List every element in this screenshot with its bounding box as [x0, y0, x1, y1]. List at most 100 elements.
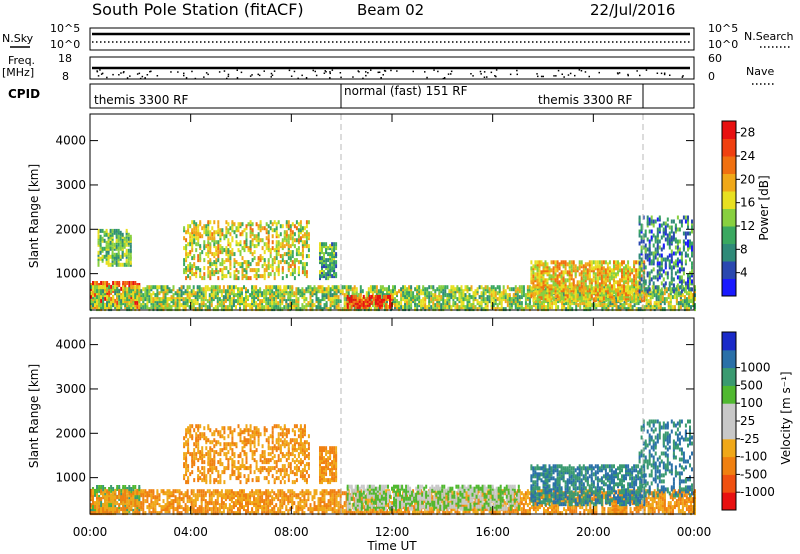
nave-dot [251, 74, 253, 76]
power-cell [621, 290, 623, 295]
power-cell [684, 259, 687, 264]
power-cell [245, 276, 248, 281]
power-cell [271, 228, 274, 233]
power-cell [641, 274, 644, 279]
power-cell [666, 241, 669, 246]
power-cell [96, 295, 98, 300]
nave-dot [627, 74, 629, 77]
power-cell [187, 224, 190, 229]
nave-dot [669, 74, 671, 76]
power-cell [281, 244, 284, 249]
power-cell [232, 299, 235, 304]
velocity-cell [122, 485, 125, 489]
velocity-cell [211, 466, 214, 471]
power-cell [678, 267, 681, 272]
power-cell [675, 295, 678, 300]
power-cell [613, 264, 615, 269]
power-cell [247, 295, 249, 300]
power-cell [219, 244, 222, 249]
power-cell [610, 274, 613, 279]
power-cell [321, 256, 323, 261]
power-cell [574, 288, 577, 293]
power-cell [263, 272, 266, 277]
power-cell [552, 296, 555, 301]
power-cell [492, 289, 495, 294]
power-cell [305, 297, 308, 302]
power-cell [532, 301, 535, 306]
nave-dot [138, 72, 141, 75]
power-cell [253, 234, 256, 239]
power-cell [602, 260, 605, 265]
power-cell [672, 235, 675, 240]
power-cell [185, 238, 188, 243]
power-cell [678, 219, 681, 224]
power-cell [454, 301, 457, 306]
nave-dot [156, 75, 159, 77]
power-cell [584, 262, 587, 267]
power-cell [90, 285, 92, 290]
power-cell [530, 294, 533, 299]
power-cell [113, 242, 116, 247]
power-cell [109, 228, 112, 233]
velocity-cell [201, 446, 204, 451]
power-cell [635, 307, 638, 312]
power-cell [291, 272, 294, 277]
power-cell [102, 281, 105, 285]
power-cell [275, 299, 278, 304]
power-cell [189, 262, 192, 267]
beam-label: Beam 02 [357, 1, 424, 19]
power-cell [289, 224, 292, 229]
velocity-cell [199, 450, 202, 455]
power-cell [267, 285, 270, 290]
power-cell [446, 285, 449, 290]
power-cell [677, 305, 680, 310]
nave-dot [588, 75, 590, 78]
power-cell [684, 241, 687, 246]
power-cell [578, 260, 581, 265]
power-cell [578, 296, 581, 301]
power-cell [293, 224, 296, 229]
power-cell [656, 239, 659, 244]
power-cell [232, 289, 235, 294]
power-cell [206, 299, 209, 304]
power-cell [631, 284, 634, 289]
power-cell [255, 301, 258, 306]
power-cell [656, 269, 659, 274]
power-cell [468, 293, 471, 298]
power-cell [694, 297, 696, 302]
cpid-label: CPID [8, 87, 40, 101]
power-cell [191, 264, 194, 269]
power-cell [652, 255, 655, 260]
power-cell [216, 305, 219, 310]
nave-dot [426, 76, 428, 79]
power-cell [576, 286, 579, 291]
power-cell [249, 230, 252, 235]
velocity-cell [120, 488, 123, 493]
power-cell [554, 260, 557, 265]
power-cell [335, 285, 338, 290]
power-cell [640, 257, 643, 262]
power-cell [562, 276, 565, 281]
power-cell [558, 296, 561, 301]
power-cell [317, 285, 320, 290]
power-cell [684, 281, 687, 286]
power-cell [281, 254, 284, 259]
power-cell [335, 246, 338, 251]
power-cell [227, 248, 230, 253]
power-cell [412, 291, 415, 296]
nave-dot [236, 77, 239, 79]
power-cell [309, 307, 312, 312]
power-cell [279, 307, 282, 312]
power-cell [450, 305, 453, 310]
power-cell [225, 246, 228, 251]
power-cell [595, 303, 598, 308]
power-cell [293, 244, 296, 249]
power-cell [285, 299, 288, 304]
power-cell [178, 293, 181, 298]
power-cell [590, 286, 593, 291]
power-cell [279, 299, 282, 304]
power-cell [596, 276, 599, 281]
power-cell [273, 256, 276, 261]
power-cell [383, 287, 386, 292]
power-cell [184, 289, 187, 294]
